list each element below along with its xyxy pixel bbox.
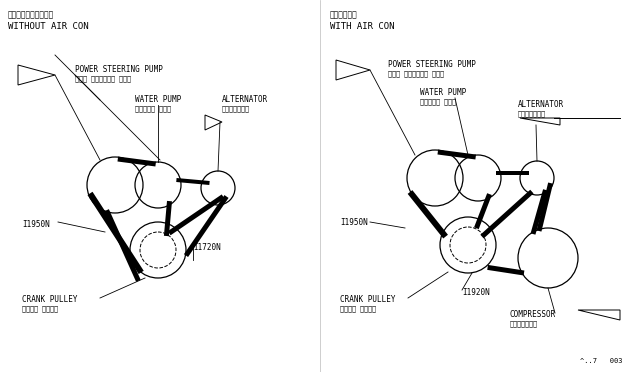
Text: POWER STEERING PUMP: POWER STEERING PUMP	[75, 65, 163, 74]
Text: ALTERNATOR: ALTERNATOR	[518, 100, 564, 109]
Polygon shape	[118, 157, 156, 167]
Text: コンプレッサー: コンプレッサー	[510, 320, 538, 327]
Polygon shape	[184, 195, 228, 257]
Polygon shape	[176, 178, 210, 185]
Text: POWER STEERING PUMP: POWER STEERING PUMP	[388, 60, 476, 69]
Text: エアコン　レス　仕様: エアコン レス 仕様	[8, 10, 54, 19]
Polygon shape	[497, 171, 529, 175]
Text: WATER PUMP: WATER PUMP	[420, 88, 467, 97]
Polygon shape	[168, 195, 225, 235]
Text: オルタネーター: オルタネーター	[518, 110, 546, 116]
Polygon shape	[164, 201, 172, 236]
Polygon shape	[487, 265, 524, 276]
Polygon shape	[536, 183, 553, 232]
Text: I1950N: I1950N	[22, 220, 50, 229]
Text: ^..7   003: ^..7 003	[580, 358, 623, 364]
Polygon shape	[531, 189, 548, 235]
Text: パワー ステアリング ポンプ: パワー ステアリング ポンプ	[75, 75, 131, 81]
Text: クランク プーリー: クランク プーリー	[22, 305, 58, 312]
Text: WITHOUT AIR CON: WITHOUT AIR CON	[8, 22, 88, 31]
Polygon shape	[481, 190, 534, 238]
Polygon shape	[438, 150, 476, 160]
Text: ウォーター ポンプ: ウォーター ポンプ	[420, 98, 456, 105]
Polygon shape	[408, 190, 448, 238]
Text: ウォーター ポンプ: ウォーター ポンプ	[135, 105, 171, 112]
Text: パワー ステアリング ポンプ: パワー ステアリング ポンプ	[388, 70, 444, 77]
Polygon shape	[104, 209, 141, 282]
Text: COMPRESSOR: COMPRESSOR	[510, 310, 556, 319]
Text: エアコン仕様: エアコン仕様	[330, 10, 358, 19]
Text: オルタネーター: オルタネーター	[222, 105, 250, 112]
Text: CRANK PULLEY: CRANK PULLEY	[340, 295, 396, 304]
Polygon shape	[474, 193, 492, 229]
Text: I1720N: I1720N	[193, 243, 221, 252]
Polygon shape	[88, 192, 144, 274]
Text: WITH AIR CON: WITH AIR CON	[330, 22, 394, 31]
Text: I1950N: I1950N	[340, 218, 368, 227]
Text: I1920N: I1920N	[462, 288, 490, 297]
Text: WATER PUMP: WATER PUMP	[135, 95, 181, 104]
Text: CRANK PULLEY: CRANK PULLEY	[22, 295, 77, 304]
Text: ALTERNATOR: ALTERNATOR	[222, 95, 268, 104]
Text: クランク プーリー: クランク プーリー	[340, 305, 376, 312]
